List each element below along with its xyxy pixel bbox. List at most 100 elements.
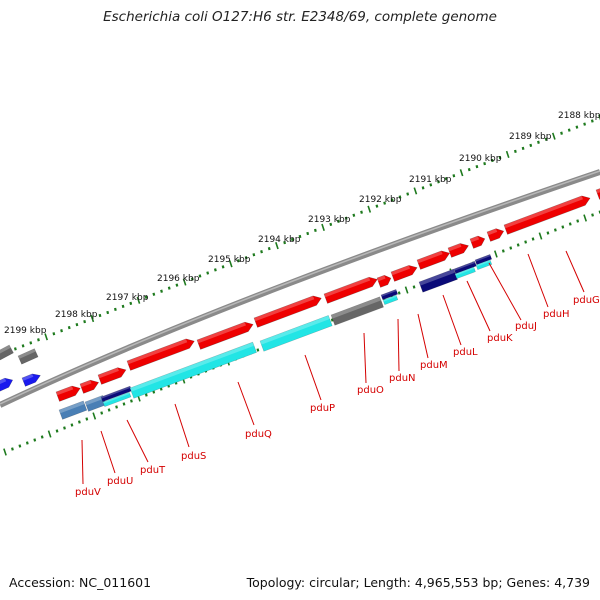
reverse-gene-pduQ	[129, 341, 257, 399]
forward-gene-10	[416, 250, 451, 270]
reverse-gene-pduL-shade	[454, 261, 476, 271]
outer-tick	[67, 326, 71, 330]
edge-gene-gray-2	[17, 348, 39, 365]
inner-tick	[412, 285, 416, 289]
outer-tick	[182, 278, 187, 286]
edge-gene-blue-2	[21, 373, 41, 387]
outer-tick	[490, 158, 494, 163]
outer-tick	[290, 237, 294, 242]
outer-tick	[190, 277, 194, 281]
inner-tick	[77, 420, 81, 424]
leader-line-pduN	[397, 318, 400, 372]
tick-label: 2197 kbp	[106, 293, 149, 303]
forward-gene-11	[447, 243, 469, 258]
outer-tick	[221, 265, 225, 269]
inner-tick	[501, 249, 505, 253]
tick-label: 2192 kbp	[359, 195, 402, 205]
gene-label-pduU: pduU	[107, 476, 133, 487]
inner-tick	[531, 237, 535, 241]
inner-tick	[330, 318, 334, 322]
reverse-gene-pduV-body	[58, 400, 88, 420]
leader-line-pduP	[304, 354, 322, 401]
reverse-gene-pduT-shade	[101, 386, 131, 399]
leader-line-pduL	[442, 294, 462, 346]
outer-tick	[267, 247, 271, 251]
leader-line-pduH	[527, 253, 549, 308]
gene-label-pduJ: pduJ	[515, 321, 537, 332]
outer-tick	[398, 195, 402, 199]
edge-gene-blue-2-body	[21, 373, 41, 387]
edge-gene-gray-1-shade	[0, 344, 11, 355]
forward-gene-4-body	[126, 338, 195, 371]
inner-tick	[55, 429, 59, 433]
outer-tick	[551, 132, 556, 140]
tick-label: 2190 kbp	[459, 154, 502, 164]
forward-gene-6	[253, 295, 322, 328]
leader-line-pduK	[466, 280, 491, 332]
genome-backbone	[0, 169, 600, 408]
gene-label-pduT: pduT	[140, 465, 166, 476]
inner-tick	[404, 286, 409, 294]
outer-tick	[160, 289, 163, 293]
gene-label-pduO: pduO	[357, 385, 384, 396]
reverse-gene-pduK-b-shade	[476, 259, 491, 267]
forward-gene-3-shade	[98, 367, 119, 379]
tick-label: 2196 kbp	[157, 274, 200, 284]
reverse-gene-pduT-b-body	[102, 391, 132, 408]
gene-label-pduV: pduV	[75, 487, 101, 498]
forward-gene-12-shade	[470, 236, 480, 243]
outer-tick	[206, 271, 210, 275]
forward-gene-2-body	[79, 379, 100, 394]
outer-tick	[590, 119, 594, 123]
leader-line-pduU	[100, 430, 116, 474]
reverse-gene-pduN-body	[380, 289, 399, 301]
forward-gene-8-body	[376, 274, 392, 288]
leader-line-pduM	[417, 313, 429, 359]
outer-tick	[583, 122, 587, 126]
inner-tick	[524, 240, 528, 244]
outer-tick	[475, 164, 479, 169]
outer-tick	[60, 329, 63, 333]
edge-gene-gray-1	[0, 344, 14, 361]
inner-tick	[40, 435, 44, 439]
outer-tick	[505, 150, 510, 159]
forward-gene-14	[503, 195, 591, 235]
outer-tick	[498, 155, 502, 160]
outer-tick-row	[0, 114, 600, 359]
edge-gene-gray-1-body	[0, 344, 14, 361]
outer-tick	[444, 177, 448, 181]
forward-gene-11-body	[447, 243, 469, 258]
gene-label-pduN: pduN	[389, 373, 416, 384]
forward-gene-2	[79, 379, 100, 394]
reverse-gene-pduP-body	[259, 315, 333, 352]
forward-gene-4-shade	[126, 338, 188, 365]
reverse-gene-pduL	[453, 260, 477, 275]
forward-gene-3	[97, 367, 127, 385]
leader-line-pduJ	[488, 262, 522, 321]
reverse-gene-pduQ-body	[129, 341, 257, 399]
outer-tick	[144, 295, 148, 299]
backbone-line	[0, 169, 600, 408]
reverse-gene-pduN	[380, 289, 399, 301]
outer-tick	[298, 234, 302, 239]
forward-gene-10-body	[416, 250, 451, 270]
leader-line-pduT	[126, 419, 149, 463]
outer-tick	[329, 222, 333, 226]
accession-text: Accession: NC_011601	[9, 575, 152, 590]
inner-tick	[18, 444, 22, 448]
forward-gene-5	[196, 321, 254, 350]
forward-gene-15-shade	[596, 187, 600, 194]
inner-tick	[516, 243, 520, 247]
outer-tick	[121, 304, 125, 309]
inner-tick	[509, 246, 513, 250]
outer-tick	[260, 250, 263, 254]
reverse-gene-pduQ-shade	[130, 342, 255, 392]
edge-gene-blue-1	[0, 377, 14, 392]
forward-gene-8-shade	[377, 275, 386, 282]
inner-tick	[70, 423, 74, 427]
forward-gene-1-body	[55, 385, 81, 402]
outer-tick	[529, 143, 533, 147]
forward-gene-13-body	[486, 228, 505, 242]
reverse-gene-pduK	[474, 254, 493, 266]
reverse-gene-pduU-shade	[85, 395, 105, 406]
